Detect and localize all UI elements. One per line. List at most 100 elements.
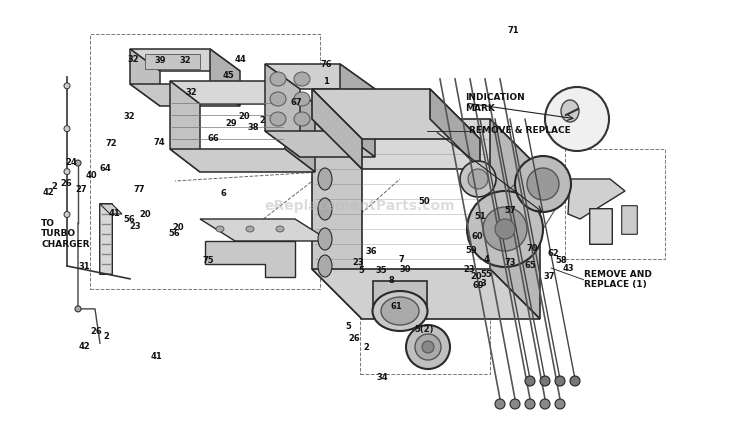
- Bar: [565, 149, 665, 259]
- Circle shape: [483, 207, 527, 251]
- Text: 35: 35: [375, 266, 387, 275]
- Text: 77: 77: [133, 185, 145, 194]
- Text: 57: 57: [504, 206, 516, 214]
- Bar: [373, 281, 427, 311]
- Text: 59: 59: [465, 247, 477, 255]
- Text: 26: 26: [60, 179, 72, 188]
- Text: 23: 23: [129, 222, 141, 231]
- Circle shape: [422, 341, 434, 353]
- Circle shape: [555, 399, 565, 409]
- Text: 2: 2: [363, 343, 369, 352]
- Polygon shape: [340, 64, 375, 157]
- Polygon shape: [312, 89, 362, 169]
- Text: 30: 30: [399, 265, 411, 274]
- Text: 5(2): 5(2): [415, 325, 434, 333]
- Circle shape: [570, 376, 580, 386]
- Text: 64: 64: [99, 164, 111, 172]
- Ellipse shape: [373, 291, 427, 331]
- Text: 39: 39: [154, 56, 166, 64]
- Circle shape: [495, 219, 515, 239]
- Circle shape: [527, 168, 559, 200]
- Circle shape: [545, 87, 609, 151]
- Ellipse shape: [270, 92, 286, 106]
- Bar: [360, 274, 490, 374]
- Circle shape: [75, 306, 81, 312]
- Text: 31: 31: [78, 263, 90, 271]
- Text: 43: 43: [562, 264, 574, 272]
- Circle shape: [540, 399, 550, 409]
- Text: 4: 4: [483, 255, 489, 264]
- Text: 61: 61: [390, 302, 402, 311]
- Ellipse shape: [246, 226, 254, 232]
- Text: 42: 42: [78, 342, 90, 351]
- Text: 42: 42: [43, 188, 55, 196]
- Circle shape: [510, 399, 520, 409]
- Text: 71: 71: [508, 26, 520, 34]
- Text: 20: 20: [238, 112, 250, 121]
- Ellipse shape: [276, 226, 284, 232]
- Ellipse shape: [294, 72, 310, 86]
- Text: 41: 41: [150, 353, 162, 361]
- Text: REMOVE & REPLACE: REMOVE & REPLACE: [469, 127, 571, 135]
- Text: 5: 5: [358, 266, 364, 275]
- Text: 65: 65: [524, 262, 536, 270]
- Text: 45: 45: [223, 71, 235, 79]
- Polygon shape: [265, 64, 375, 89]
- Polygon shape: [170, 149, 315, 172]
- Text: 20: 20: [139, 210, 151, 219]
- Circle shape: [75, 160, 81, 166]
- Text: 70: 70: [526, 245, 538, 253]
- Text: 56: 56: [123, 215, 135, 224]
- Text: 55: 55: [480, 270, 492, 279]
- Ellipse shape: [270, 112, 286, 126]
- FancyBboxPatch shape: [590, 208, 612, 244]
- Circle shape: [525, 376, 535, 386]
- Text: 40: 40: [86, 171, 98, 179]
- Ellipse shape: [270, 72, 286, 86]
- Text: 23: 23: [463, 265, 475, 274]
- Circle shape: [64, 211, 70, 218]
- Polygon shape: [210, 49, 240, 106]
- Polygon shape: [312, 119, 540, 169]
- Text: eReplacementParts.com: eReplacementParts.com: [265, 199, 455, 213]
- Polygon shape: [490, 119, 540, 319]
- Polygon shape: [170, 81, 315, 104]
- Text: 20: 20: [172, 223, 184, 232]
- Text: 29: 29: [225, 119, 237, 128]
- Ellipse shape: [318, 168, 332, 190]
- Polygon shape: [130, 84, 240, 106]
- Polygon shape: [312, 269, 540, 319]
- Text: INDICATION
MARK: INDICATION MARK: [465, 93, 525, 113]
- Text: 58: 58: [555, 256, 567, 265]
- Text: 1: 1: [323, 77, 329, 86]
- Text: 62: 62: [548, 249, 560, 257]
- Polygon shape: [130, 49, 240, 71]
- Text: 32: 32: [123, 112, 135, 121]
- Polygon shape: [312, 119, 362, 319]
- Circle shape: [540, 376, 550, 386]
- Text: 26: 26: [348, 335, 360, 343]
- Bar: [90, 34, 320, 289]
- Text: 23: 23: [352, 258, 364, 267]
- Text: 26: 26: [90, 327, 102, 335]
- Ellipse shape: [294, 112, 310, 126]
- Text: 44: 44: [234, 55, 246, 63]
- Text: 5: 5: [346, 323, 352, 331]
- Text: 32: 32: [179, 57, 191, 65]
- Bar: [145, 54, 200, 69]
- Text: 72: 72: [105, 139, 117, 148]
- Polygon shape: [130, 49, 160, 106]
- Text: 56: 56: [168, 230, 180, 238]
- Text: 24: 24: [65, 158, 77, 166]
- Circle shape: [64, 126, 70, 132]
- Circle shape: [515, 156, 571, 212]
- Text: 74: 74: [153, 138, 165, 147]
- Text: 3: 3: [481, 280, 487, 288]
- Polygon shape: [170, 81, 200, 172]
- Text: 41: 41: [108, 209, 120, 218]
- Text: 67: 67: [290, 99, 302, 107]
- FancyBboxPatch shape: [100, 204, 112, 274]
- Circle shape: [406, 325, 450, 369]
- Text: 2: 2: [104, 332, 110, 341]
- Text: 34: 34: [376, 373, 388, 382]
